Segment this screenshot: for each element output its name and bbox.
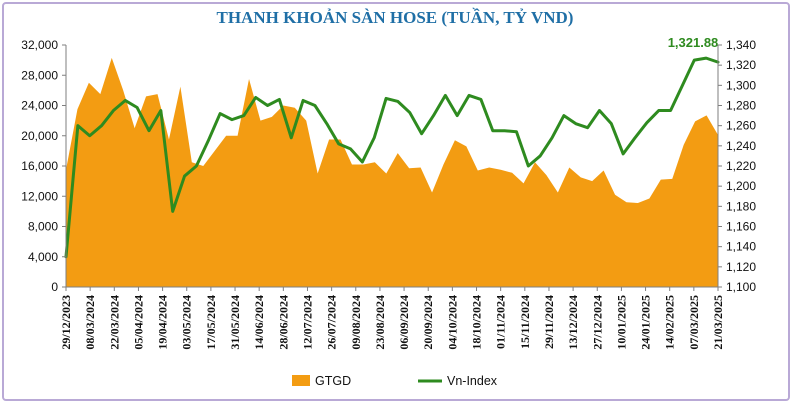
x-tick-label: 23/08/2024 xyxy=(373,295,387,350)
y-right-tick-label: 1,120 xyxy=(726,260,756,274)
y-left-tick-label: 24,000 xyxy=(21,99,58,113)
x-tick-label: 13/12/2024 xyxy=(566,295,580,350)
x-tick-label: 20/09/2024 xyxy=(421,295,435,350)
y-right-tick-label: 1,300 xyxy=(726,78,756,92)
x-tick-label: 09/08/2024 xyxy=(349,295,363,350)
legend-label-gtgd: GTGD xyxy=(315,374,351,388)
x-tick-label: 05/04/2024 xyxy=(131,295,145,350)
x-tick-label: 22/03/2024 xyxy=(107,295,121,350)
y-right-tick-label: 1,220 xyxy=(726,159,756,173)
legend-label-vnindex: Vn-Index xyxy=(447,374,498,388)
y-right-tick-label: 1,140 xyxy=(726,240,756,254)
x-tick-label: 29/11/2024 xyxy=(542,295,556,349)
x-tick-label: 21/03/2025 xyxy=(711,295,725,350)
y-left-tick-label: 16,000 xyxy=(21,159,58,173)
y-left-tick-label: 8,000 xyxy=(28,220,58,234)
y-left-tick-label: 32,000 xyxy=(21,38,58,52)
x-tick-label: 31/05/2024 xyxy=(228,295,242,350)
y-left-tick-label: 0 xyxy=(51,280,58,294)
x-tick-label: 24/01/2025 xyxy=(639,295,653,350)
y-right-tick-label: 1,160 xyxy=(726,220,756,234)
x-tick-label: 19/04/2024 xyxy=(156,295,170,350)
y-right-tick-label: 1,240 xyxy=(726,139,756,153)
vnindex-callout-label: 1,321.88 xyxy=(668,35,719,50)
legend-swatch-gtgd xyxy=(292,375,310,386)
y-right-tick-label: 1,340 xyxy=(726,38,756,52)
x-tick-label: 04/10/2024 xyxy=(445,295,459,350)
y-right-tick-label: 1,180 xyxy=(726,199,756,213)
y-right-tick-label: 1,320 xyxy=(726,58,756,72)
series-gtgd-area xyxy=(66,57,718,287)
y-left-tick-label: 20,000 xyxy=(21,129,58,143)
y-left-tick-label: 4,000 xyxy=(28,250,58,264)
x-tick-label: 14/02/2025 xyxy=(663,295,677,350)
x-tick-label: 29/12/2023 xyxy=(59,295,73,350)
x-tick-label: 03/05/2024 xyxy=(180,295,194,350)
x-tick-label: 07/03/2025 xyxy=(687,295,701,350)
x-tick-label: 12/07/2024 xyxy=(300,295,314,350)
x-tick-label: 26/07/2024 xyxy=(325,295,339,350)
line-layer: 1,321.88 xyxy=(64,35,720,259)
x-tick-label: 28/06/2024 xyxy=(276,295,290,350)
y-left-tick-label: 28,000 xyxy=(21,68,58,82)
x-tick-label: 10/01/2025 xyxy=(614,295,628,350)
x-tick-label: 06/09/2024 xyxy=(397,295,411,350)
x-tick-label: 15/11/2024 xyxy=(518,295,532,349)
x-tick-label: 14/06/2024 xyxy=(252,295,266,350)
y-right-tick-label: 1,280 xyxy=(726,99,756,113)
x-tick-label: 17/05/2024 xyxy=(204,295,218,350)
x-tick-label: 18/10/2024 xyxy=(470,295,484,350)
x-tick-label: 27/12/2024 xyxy=(590,295,604,350)
legend: GTGD Vn-Index xyxy=(292,374,498,388)
y-left-tick-label: 12,000 xyxy=(21,189,58,203)
area-layer xyxy=(66,57,718,287)
y-right-tick-label: 1,100 xyxy=(726,280,756,294)
x-tick-label: 08/03/2024 xyxy=(83,295,97,350)
ticks-layer: 0 4,000 8,000 12,000 16,000 20,000 24,000 28,00… xyxy=(21,38,756,350)
x-tick-label: 01/11/2024 xyxy=(494,295,508,349)
y-right-tick-label: 1,260 xyxy=(726,119,756,133)
chart-title: THANH KHOẢN SÀN HOSE (TUẦN, TỶ VND) xyxy=(216,8,574,27)
series-vnindex-line xyxy=(64,56,720,259)
y-right-tick-label: 1,200 xyxy=(726,179,756,193)
